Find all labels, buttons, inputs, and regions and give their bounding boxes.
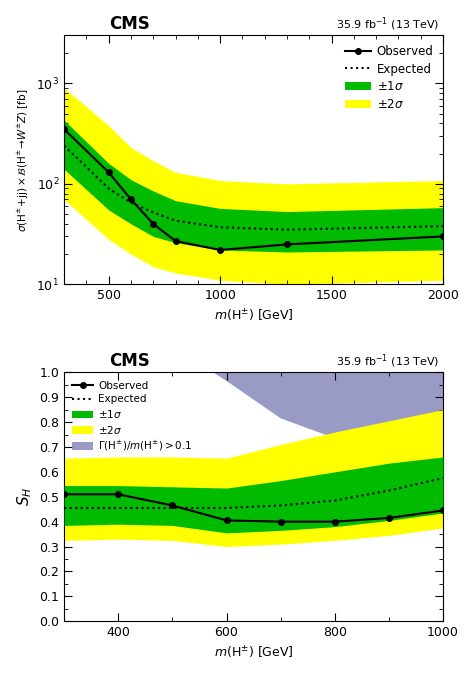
Text: 35.9 fb$^{-1}$ (13 TeV): 35.9 fb$^{-1}$ (13 TeV) bbox=[336, 16, 439, 33]
X-axis label: $m(\mathrm{H}^{\pm})$ [GeV]: $m(\mathrm{H}^{\pm})$ [GeV] bbox=[214, 645, 293, 661]
Y-axis label: $S_H$: $S_H$ bbox=[15, 487, 34, 506]
Polygon shape bbox=[64, 372, 443, 463]
Legend: Observed, Expected, $\pm 1\sigma$, $\pm 2\sigma$: Observed, Expected, $\pm 1\sigma$, $\pm … bbox=[341, 41, 437, 114]
Text: CMS: CMS bbox=[109, 15, 150, 33]
X-axis label: $m(\mathrm{H}^{\pm})$ [GeV]: $m(\mathrm{H}^{\pm})$ [GeV] bbox=[214, 308, 293, 324]
Text: 35.9 fb$^{-1}$ (13 TeV): 35.9 fb$^{-1}$ (13 TeV) bbox=[336, 352, 439, 370]
Text: CMS: CMS bbox=[109, 352, 150, 370]
Y-axis label: $\sigma(\mathrm{H}^{\pm}\!+\!\mathrm{jj})\times\mathcal{B}(\mathrm{H}^{\pm}\!\ri: $\sigma(\mathrm{H}^{\pm}\!+\!\mathrm{jj}… bbox=[16, 88, 31, 232]
Legend: Observed, Expected, $\pm 1\sigma$, $\pm 2\sigma$, $\Gamma(\mathrm{H}^{\pm})/m(\m: Observed, Expected, $\pm 1\sigma$, $\pm … bbox=[69, 377, 196, 456]
